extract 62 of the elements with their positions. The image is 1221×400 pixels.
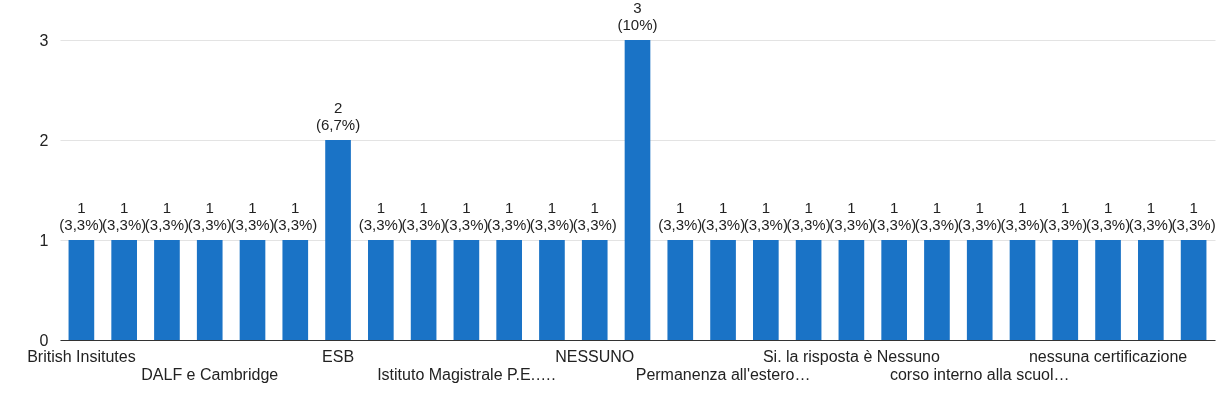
data-label: 1 (3,3%) bbox=[572, 199, 617, 233]
bar bbox=[496, 240, 522, 340]
bar bbox=[410, 240, 437, 340]
data-label: 1 (3,3%) bbox=[658, 199, 703, 233]
bar bbox=[795, 240, 822, 340]
bar bbox=[325, 140, 351, 340]
bar bbox=[838, 240, 865, 340]
bar bbox=[881, 240, 907, 340]
bar bbox=[196, 240, 223, 340]
data-label: 1 (3,3%) bbox=[230, 199, 275, 233]
data-label: 3 (10%) bbox=[617, 0, 658, 33]
bar bbox=[966, 240, 993, 340]
data-label: 2 (6,7%) bbox=[315, 99, 361, 133]
data-label: 1 (3,3%) bbox=[1171, 199, 1216, 233]
y-tick-label: 3 bbox=[39, 31, 49, 49]
data-label: 1 (3,3%) bbox=[444, 199, 489, 233]
bar bbox=[1009, 240, 1036, 340]
bar bbox=[539, 240, 565, 340]
x-tick-label: corso interno alla scuol… bbox=[889, 365, 1070, 383]
data-label: 1 (3,3%) bbox=[1043, 199, 1088, 233]
y-tick-label: 0 bbox=[39, 331, 49, 349]
bar bbox=[239, 240, 266, 340]
data-label: 1 (3,3%) bbox=[829, 199, 874, 233]
data-label: 1 (3,3%) bbox=[358, 199, 403, 233]
bar bbox=[1052, 240, 1079, 340]
bar bbox=[624, 40, 651, 340]
bar bbox=[753, 240, 779, 340]
bar bbox=[581, 240, 608, 340]
bar bbox=[368, 240, 394, 340]
bar bbox=[282, 240, 309, 340]
x-tick-label: NESSUNO bbox=[555, 347, 635, 365]
x-tick-label: Permanenza all'estero… bbox=[635, 365, 811, 383]
data-label: 1 (3,3%) bbox=[786, 199, 831, 233]
bar bbox=[1138, 240, 1164, 340]
bar bbox=[68, 240, 95, 340]
x-tick-label: Istituto Magistrale P.E.…. bbox=[377, 365, 556, 383]
bar bbox=[453, 240, 480, 340]
bar bbox=[111, 240, 137, 340]
bar bbox=[710, 240, 736, 340]
bar bbox=[154, 240, 180, 340]
bar bbox=[924, 240, 950, 340]
data-label: 1 (3,3%) bbox=[401, 199, 446, 233]
data-label: 1 (3,3%) bbox=[743, 199, 788, 233]
data-label: 1 (3,3%) bbox=[273, 199, 318, 233]
data-label: 1 (3,3%) bbox=[187, 199, 232, 233]
x-tick-label: DALF e Cambridge bbox=[141, 365, 279, 383]
data-label: 1 (3,3%) bbox=[957, 199, 1002, 233]
data-label: 1 (3,3%) bbox=[1128, 199, 1173, 233]
data-label: 1 (3,3%) bbox=[1000, 199, 1045, 233]
data-label: 1 (3,3%) bbox=[872, 199, 917, 233]
x-tick-label: nessuna certificazione bbox=[1028, 347, 1188, 365]
bar bbox=[1095, 240, 1121, 340]
data-label: 1 (3,3%) bbox=[59, 199, 104, 233]
bar bbox=[1180, 240, 1207, 340]
x-tick-label: British Insitutes bbox=[27, 347, 136, 365]
data-label: 1 (3,3%) bbox=[102, 199, 147, 233]
y-tick-label: 2 bbox=[39, 131, 49, 149]
y-tick-label: 1 bbox=[39, 231, 49, 249]
x-tick-label: ESB bbox=[322, 347, 355, 365]
data-label: 1 (3,3%) bbox=[487, 199, 532, 233]
x-tick-label: Si. la risposta è Nessuno bbox=[762, 347, 940, 365]
bar bbox=[667, 240, 694, 340]
